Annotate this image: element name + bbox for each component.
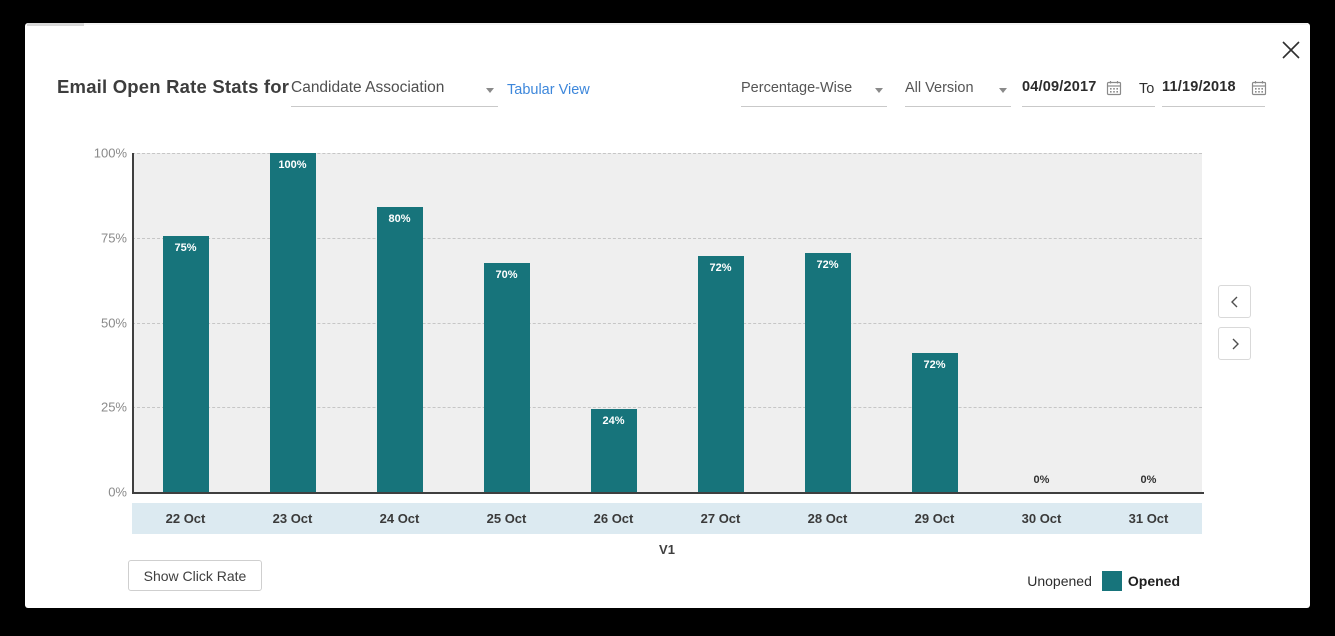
chevron-down-icon: [486, 88, 494, 93]
y-axis-tick: 25%: [100, 399, 127, 415]
chart-bar[interactable]: 100%: [269, 153, 316, 492]
bar-value-label: 80%: [388, 213, 411, 226]
chevron-down-icon: [875, 88, 883, 93]
series-label: V1: [659, 542, 675, 557]
modal-top-edge: [84, 23, 1308, 25]
bar-slot: 100%: [239, 153, 346, 492]
bar-slot: 72%: [667, 153, 774, 492]
x-axis-label: 22 Oct: [165, 511, 206, 526]
bar-value-label: 72%: [709, 262, 732, 275]
y-axis-tick: 50%: [100, 315, 127, 330]
x-axis-label: 26 Oct: [593, 511, 634, 526]
date-from-field[interactable]: 04/09/2017: [1022, 79, 1155, 107]
legend-label: Opened: [1127, 573, 1180, 589]
chart-bar[interactable]: 80%: [376, 207, 423, 492]
date-to-value: 11/19/2018: [1162, 79, 1236, 95]
show-click-rate-button[interactable]: Show Click Rate: [128, 560, 262, 591]
x-axis-label: 25 Oct: [486, 511, 527, 526]
next-page-button[interactable]: [1218, 327, 1251, 360]
date-from-value: 04/09/2017: [1022, 79, 1097, 95]
y-axis-line: [132, 153, 134, 492]
date-range-to-label: To: [1139, 81, 1155, 97]
bar-slot: 80%: [346, 153, 453, 492]
chart-bar[interactable]: 24%: [590, 408, 637, 492]
bar-value-label: 0%: [1140, 474, 1157, 486]
legend-item-unopened[interactable]: Unopened: [1001, 571, 1092, 591]
metric-select[interactable]: Percentage-Wise: [741, 79, 887, 107]
chart-bar[interactable]: 75%: [162, 236, 209, 492]
bar-value-label: 72%: [816, 259, 839, 272]
legend-label: Unopened: [1027, 573, 1092, 589]
x-axis-label: 23 Oct: [272, 511, 313, 526]
bar-slot: 0%: [1095, 153, 1202, 492]
y-axis: 100% 75% 50% 25% 0%: [55, 146, 127, 500]
bar-slot: 70%: [453, 153, 560, 492]
modal-top-edge: [27, 23, 84, 26]
gridline: [132, 322, 1202, 324]
bar-value-label: 70%: [495, 269, 518, 282]
gridline: [132, 237, 1202, 239]
legend-swatch: [1101, 571, 1122, 591]
bar-value-label: 0%: [1033, 474, 1050, 486]
chart-bar[interactable]: 70%: [483, 263, 530, 492]
chart-bar[interactable]: 72%: [697, 256, 744, 492]
plot-area: 75% 100% 80% 70% 24% 72% 72% 72% 0% 0%: [132, 153, 1202, 492]
x-axis-label: 24 Oct: [379, 511, 420, 526]
legend-item-opened[interactable]: Opened: [1101, 571, 1180, 591]
close-icon[interactable]: [1280, 39, 1302, 61]
bars-row: 75% 100% 80% 70% 24% 72% 72% 72% 0% 0%: [132, 153, 1202, 492]
bar-value-label: 72%: [923, 359, 946, 372]
chart-legend: Unopened Opened: [1001, 571, 1180, 591]
gridline: [132, 153, 1202, 154]
email-open-rate-modal: Email Open Rate Stats for Candidate Asso…: [25, 23, 1310, 608]
metric-select-value: Percentage-Wise: [741, 80, 853, 96]
tabular-view-link[interactable]: Tabular View: [507, 82, 590, 98]
chart-bar[interactable]: 72%: [911, 353, 958, 492]
bar-value-label: 24%: [602, 414, 625, 427]
calendar-icon[interactable]: [1106, 80, 1122, 101]
page-title: Email Open Rate Stats for: [57, 76, 290, 97]
x-axis-label: 30 Oct: [1021, 511, 1062, 526]
version-select-value: All Version: [905, 80, 974, 96]
bar-slot: 72%: [881, 153, 988, 492]
bar-slot: 24%: [560, 153, 667, 492]
x-axis-line: [132, 492, 1204, 494]
bar-value-label: 100%: [278, 159, 307, 171]
x-axis-label: 29 Oct: [914, 511, 955, 526]
chevron-down-icon: [999, 88, 1007, 93]
module-select[interactable]: Candidate Association: [291, 79, 498, 107]
chart-bar[interactable]: 72%: [804, 253, 851, 492]
x-axis-labels: 22 Oct 23 Oct 24 Oct 25 Oct 26 Oct 27 Oct 28 O…: [132, 503, 1202, 534]
bar-slot: 0%: [988, 153, 1095, 492]
bar-value-label: 75%: [174, 242, 197, 255]
x-axis-label: 31 Oct: [1128, 511, 1169, 526]
bar-slot: 72%: [774, 153, 881, 492]
y-axis-tick: 0%: [108, 484, 127, 500]
calendar-icon[interactable]: [1251, 80, 1267, 101]
legend-swatch: [1001, 571, 1022, 591]
x-axis-label: 28 Oct: [807, 511, 848, 526]
y-axis-tick: 100%: [93, 145, 127, 161]
y-axis-tick: 75%: [100, 230, 127, 246]
bar-slot: 75%: [132, 153, 239, 492]
version-select[interactable]: All Version: [905, 79, 1011, 107]
gridline: [132, 407, 1202, 409]
date-to-field[interactable]: 11/19/2018: [1162, 79, 1265, 107]
module-select-value: Candidate Association: [291, 79, 445, 96]
x-axis-label: 27 Oct: [700, 511, 741, 526]
prev-page-button[interactable]: [1218, 285, 1251, 318]
